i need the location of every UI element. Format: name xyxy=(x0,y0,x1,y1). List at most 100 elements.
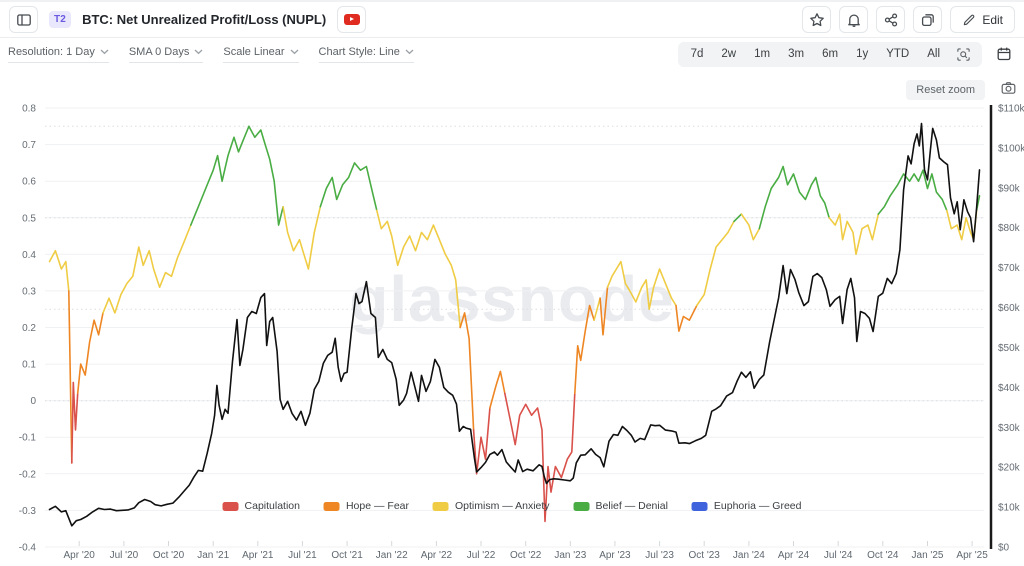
reset-zoom-button[interactable]: Reset zoom xyxy=(906,80,985,100)
duplicate-button[interactable] xyxy=(913,6,943,33)
edit-button[interactable]: Edit xyxy=(950,6,1015,33)
alerts-button[interactable] xyxy=(839,6,869,33)
range-button-7d[interactable]: 7d xyxy=(690,48,704,60)
star-icon xyxy=(809,12,825,28)
legend-item-optimism[interactable]: Optimism — Anxiety xyxy=(433,500,550,512)
pencil-icon xyxy=(962,13,976,27)
legend-swatch xyxy=(573,501,590,511)
nupl-line-segment xyxy=(828,213,880,256)
y-axis-label-left: 0.5 xyxy=(22,213,36,224)
chart-style-dropdown[interactable]: Chart Style: Line xyxy=(318,46,414,63)
legend-swatch xyxy=(323,501,340,511)
legend-item-hope[interactable]: Hope — Fear xyxy=(323,500,410,512)
x-axis-label: Apr '25 xyxy=(956,550,988,561)
scale-dropdown[interactable]: Scale Linear xyxy=(223,45,299,63)
nupl-line-segment xyxy=(376,209,461,329)
range-button-ytd[interactable]: YTD xyxy=(886,48,910,60)
youtube-icon xyxy=(343,14,360,25)
range-button-1y[interactable]: 1y xyxy=(856,48,869,60)
legend-label: Hope — Fear xyxy=(345,500,410,512)
y-axis-label-left: 0.8 xyxy=(22,104,36,115)
x-axis-label: Oct '22 xyxy=(510,550,542,561)
range-button-2w[interactable]: 2w xyxy=(721,48,737,60)
y-axis-label-left: 0.1 xyxy=(22,360,36,371)
range-button-1m[interactable]: 1m xyxy=(754,48,771,60)
x-axis-label: Jul '23 xyxy=(645,550,674,561)
nupl-line-segment xyxy=(574,304,595,395)
range-button-all[interactable]: All xyxy=(927,48,940,60)
share-icon xyxy=(883,12,899,28)
plot-area[interactable] xyxy=(45,108,984,547)
range-button-3m[interactable]: 3m xyxy=(788,48,805,60)
nupl-line-segment xyxy=(606,260,677,310)
y-axis-label-left: -0.1 xyxy=(19,433,37,444)
y-axis-label-left: 0.7 xyxy=(22,140,36,151)
price-line xyxy=(48,122,981,527)
nupl-line-segment xyxy=(48,249,70,292)
y-axis-label-right: $100k xyxy=(998,143,1024,154)
x-axis-label: Jul '24 xyxy=(824,550,853,561)
chevron-down-icon xyxy=(405,49,414,54)
x-axis-label: Apr '22 xyxy=(421,550,453,561)
sidebar-toggle-button[interactable] xyxy=(9,6,38,33)
chart-legend: Capitulation Hope — Fear Optimism — Anxiet… xyxy=(222,500,801,512)
x-axis-label: Jul '22 xyxy=(467,550,496,561)
y-axis-label-right: $30k xyxy=(998,423,1021,434)
y-axis-label-left: -0.2 xyxy=(19,469,37,480)
time-range-pill: 7d 2w 1m 3m 6m 1y YTD All xyxy=(677,41,982,67)
x-axis-label: Jan '21 xyxy=(197,550,229,561)
nupl-line-segment xyxy=(740,213,761,241)
nupl-line-segment xyxy=(76,312,104,395)
y-axis-label-right: $10k xyxy=(998,503,1021,514)
chevron-down-icon xyxy=(194,49,203,54)
x-axis-label: Oct '20 xyxy=(153,550,185,561)
calendar-icon xyxy=(997,47,1011,61)
zoom-area-button[interactable] xyxy=(949,45,978,64)
nupl-line-segment xyxy=(593,297,601,321)
legend-swatch xyxy=(691,501,708,511)
nupl-line-segment xyxy=(733,213,743,223)
x-axis-label: Oct '24 xyxy=(867,550,899,561)
resolution-dropdown-label: Resolution: 1 Day xyxy=(8,45,95,58)
range-button-6m[interactable]: 6m xyxy=(822,48,839,60)
legend-label: Capitulation xyxy=(244,500,300,512)
x-axis-label: Oct '23 xyxy=(689,550,721,561)
nupl-line-segment xyxy=(877,169,948,215)
nupl-line-segment xyxy=(696,220,735,307)
sma-dropdown[interactable]: SMA 0 Days xyxy=(128,45,204,63)
sma-dropdown-label: SMA 0 Days xyxy=(128,45,190,58)
y-axis-label-left: -0.4 xyxy=(19,543,37,554)
nupl-line-segment xyxy=(71,381,79,464)
x-axis-label: Apr '21 xyxy=(242,550,274,561)
y-axis-label-left: 0 xyxy=(30,396,36,407)
y-axis-label-right: $40k xyxy=(998,383,1021,394)
x-axis-label: Oct '21 xyxy=(331,550,363,561)
nupl-line-segment xyxy=(599,286,609,336)
legend-item-belief[interactable]: Belief — Denial xyxy=(573,500,668,512)
y-axis-label-right: $20k xyxy=(998,463,1021,474)
nupl-line-segment xyxy=(319,162,378,212)
favorite-button[interactable] xyxy=(802,6,832,33)
screenshot-button[interactable] xyxy=(1000,80,1017,99)
y-axis-label-right: $60k xyxy=(998,303,1021,314)
legend-item-capitulation[interactable]: Capitulation xyxy=(222,500,300,512)
scale-dropdown-label: Scale Linear xyxy=(223,45,285,58)
youtube-button[interactable] xyxy=(337,6,367,33)
x-axis-label: Apr '20 xyxy=(64,550,96,561)
workbench-badge: T2 xyxy=(49,11,72,28)
calendar-button[interactable] xyxy=(992,42,1016,66)
x-axis-label: Jul '20 xyxy=(110,550,139,561)
chart-toolbar: Resolution: 1 Day SMA 0 Days Scale Linea… xyxy=(0,38,1024,70)
y-axis-label-left: -0.3 xyxy=(19,506,37,517)
nupl-line-segment xyxy=(758,165,830,230)
legend-item-euphoria[interactable]: Euphoria — Greed xyxy=(691,500,801,512)
zoom-area-icon xyxy=(957,47,970,61)
x-axis-label: Jul '21 xyxy=(288,550,317,561)
titlebar: T2 BTC: Net Unrealized Profit/Loss (NUPL… xyxy=(0,2,1024,38)
legend-swatch xyxy=(222,501,239,511)
y-axis-label-right: $50k xyxy=(998,343,1021,354)
nupl-line-segment xyxy=(489,370,506,409)
resolution-dropdown[interactable]: Resolution: 1 Day xyxy=(8,46,109,63)
share-button[interactable] xyxy=(876,6,906,33)
